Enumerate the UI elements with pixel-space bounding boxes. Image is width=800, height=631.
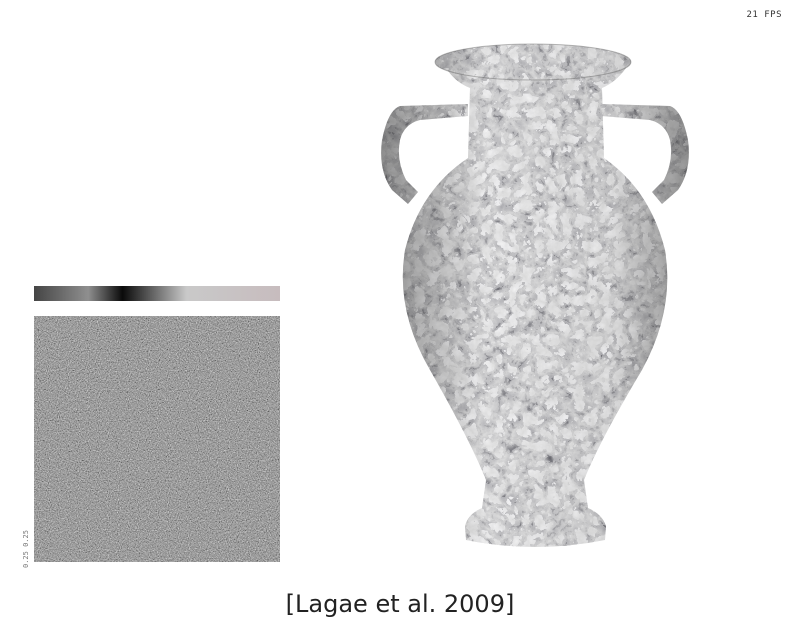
citation: [Lagae et al. 2009] <box>285 590 515 618</box>
colormap-bar <box>34 286 280 301</box>
panel-stamp: 0.25 0.25 <box>22 530 30 568</box>
noise-panel <box>34 316 280 562</box>
noise-texture-icon <box>34 316 280 562</box>
colormap-gradient-icon <box>34 286 280 301</box>
vase-render <box>381 43 689 547</box>
vase-body <box>381 44 689 547</box>
fps-counter: 21 FPS <box>746 10 782 20</box>
vase-mouth <box>434 43 632 81</box>
